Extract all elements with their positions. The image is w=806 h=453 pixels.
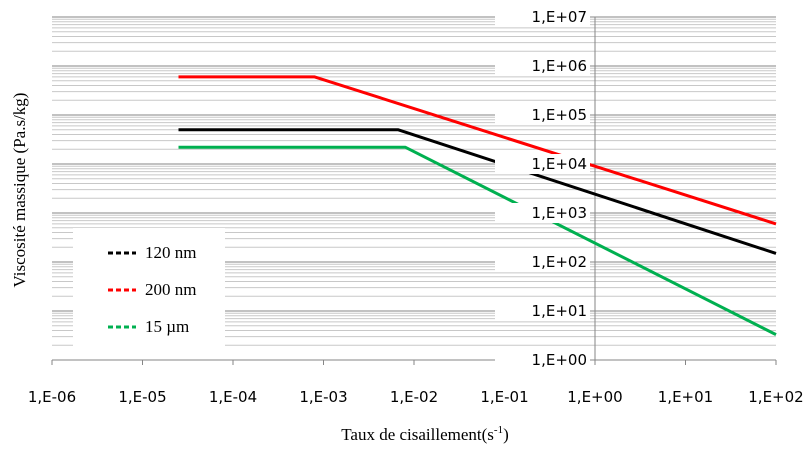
- x-axis-title-text: Taux de cisaillement(s: [341, 425, 494, 444]
- y-axis-title: Viscosité massique (Pa.s/kg): [10, 93, 29, 288]
- y-tick-label-bg: [495, 7, 590, 27]
- y-tick-label-bg: [495, 350, 590, 370]
- series-line: [178, 75, 777, 226]
- x-tick-label: 1,E+02: [748, 388, 803, 406]
- legend-label: 200 nm: [145, 280, 196, 299]
- x-axis-title-end: ): [503, 425, 509, 444]
- y-tick-label: 1,E+06: [532, 57, 587, 75]
- x-tick-label: 1,E-01: [480, 388, 528, 406]
- y-tick-label-bg: [495, 154, 590, 174]
- x-tick-label: 1,E-05: [118, 388, 166, 406]
- y-tick-label-bg: [495, 56, 590, 76]
- series-line: [178, 128, 777, 255]
- y-tick-label: 1,E+02: [532, 253, 587, 271]
- legend-label: 120 nm: [145, 243, 196, 262]
- x-tick-label: 1,E-04: [209, 388, 257, 406]
- series-line: [178, 145, 777, 336]
- y-tick-label: 1,E+03: [532, 204, 587, 222]
- y-tick-label: 1,E+01: [532, 302, 587, 320]
- legend-label: 15 µm: [145, 317, 189, 336]
- y-tick-label-bg: [495, 105, 590, 125]
- y-tick-labels: 1,E+00 1,E+01 1,E+02 1,E+03 1,E+04 1,E+05 1,E+…: [495, 7, 590, 370]
- x-tick-label: 1,E-02: [390, 388, 438, 406]
- series-lines: [178, 75, 777, 336]
- y-tick-label: 1,E+00: [532, 351, 587, 369]
- x-tick-label: 1,E+00: [567, 388, 622, 406]
- x-axis-title: Taux de cisaillement(s-1): [341, 424, 509, 444]
- y-tick-label-bg: [495, 203, 590, 223]
- x-tick-label: 1,E+01: [658, 388, 713, 406]
- y-tick-label: 1,E+07: [532, 8, 587, 26]
- y-tick-label-bg: [495, 301, 590, 321]
- x-tick-label: 1,E-06: [28, 388, 76, 406]
- x-tick-label: 1,E-03: [299, 388, 347, 406]
- x-tick-labels: 1,E-06 1,E-05 1,E-04 1,E-03 1,E-02 1,E-01 1,E+…: [28, 388, 804, 406]
- legend: 120 nm 200 nm 15 µm: [73, 228, 225, 356]
- y-tick-label: 1,E+05: [532, 106, 587, 124]
- legend-box: [73, 228, 225, 356]
- x-axis-title-superscript: -1: [494, 424, 503, 436]
- y-tick-label: 1,E+04: [532, 155, 587, 173]
- y-tick-label-bg: [495, 252, 590, 272]
